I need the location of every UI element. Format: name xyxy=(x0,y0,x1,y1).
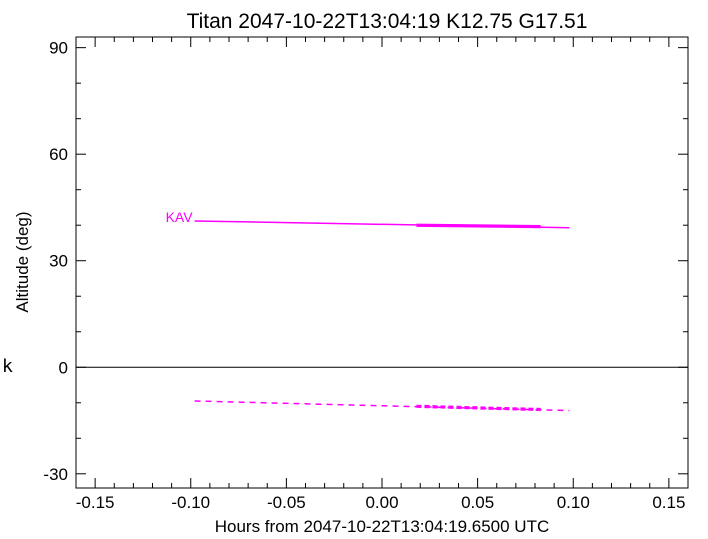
y-tick-label: 60 xyxy=(49,145,68,164)
x-tick-label: 0.15 xyxy=(652,493,685,512)
y-tick-label: 90 xyxy=(49,39,68,58)
x-tick-label: -0.05 xyxy=(267,493,306,512)
side-mark: k xyxy=(2,356,13,377)
series-label: KAV xyxy=(166,209,194,225)
x-tick-label: -0.15 xyxy=(76,493,115,512)
y-axis-label: Altitude (deg) xyxy=(13,211,32,312)
x-tick-label: -0.10 xyxy=(171,493,210,512)
x-tick-label: 0.00 xyxy=(365,493,398,512)
y-tick-label: 30 xyxy=(49,252,68,271)
chart-title: Titan 2047-10-22T13:04:19 K12.75 G17.51 xyxy=(187,10,588,33)
x-tick-label: 0.05 xyxy=(461,493,494,512)
series-highlight-2 xyxy=(416,404,541,412)
y-tick-label: -30 xyxy=(43,465,68,484)
plot-frame xyxy=(75,36,689,489)
series-highlight-1 xyxy=(416,223,541,229)
y-tick-label: 0 xyxy=(59,358,68,377)
x-axis-label: Hours from 2047-10-22T13:04:19.6500 UTC xyxy=(215,517,550,536)
x-tick-label: 0.10 xyxy=(557,493,590,512)
